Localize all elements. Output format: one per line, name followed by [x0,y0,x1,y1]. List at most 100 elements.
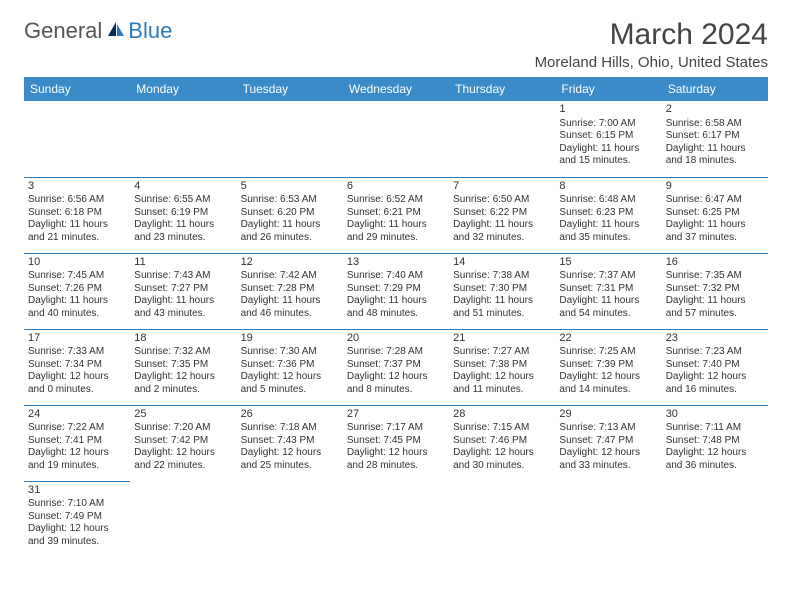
sunrise-line: Sunrise: 7:35 AM [666,270,764,283]
sunset-line: Sunset: 6:18 PM [28,207,126,220]
sunrise-line: Sunrise: 7:38 AM [453,270,551,283]
day-number: 26 [241,408,339,422]
sunrise-line: Sunrise: 7:45 AM [28,270,126,283]
daylight-line: Daylight: 12 hours and 30 minutes. [453,447,551,472]
sunrise-line: Sunrise: 6:56 AM [28,194,126,207]
daylight-line: Daylight: 11 hours and 21 minutes. [28,219,126,244]
weekday-header: Sunday [24,77,130,101]
day-number: 19 [241,332,339,346]
sunset-line: Sunset: 6:22 PM [453,207,551,220]
weekday-header: Friday [555,77,661,101]
calendar-body: 1Sunrise: 7:00 AMSunset: 6:15 PMDaylight… [24,101,768,557]
sunrise-line: Sunrise: 7:32 AM [134,346,232,359]
calendar-cell: 24Sunrise: 7:22 AMSunset: 7:41 PMDayligh… [24,405,130,481]
logo-text-1: General [24,18,102,44]
sunrise-line: Sunrise: 7:10 AM [28,498,126,511]
calendar-cell: 9Sunrise: 6:47 AMSunset: 6:25 PMDaylight… [662,177,768,253]
day-number: 10 [28,256,126,270]
page-title: March 2024 [535,18,768,52]
sunset-line: Sunset: 6:15 PM [559,130,657,143]
weekday-header: Monday [130,77,236,101]
daylight-line: Daylight: 12 hours and 25 minutes. [241,447,339,472]
sunrise-line: Sunrise: 7:30 AM [241,346,339,359]
sunrise-line: Sunrise: 6:53 AM [241,194,339,207]
day-number: 16 [666,256,764,270]
calendar-cell: 21Sunrise: 7:27 AMSunset: 7:38 PMDayligh… [449,329,555,405]
calendar-cell: 8Sunrise: 6:48 AMSunset: 6:23 PMDaylight… [555,177,661,253]
sunrise-line: Sunrise: 7:15 AM [453,422,551,435]
day-number: 7 [453,180,551,194]
daylight-line: Daylight: 12 hours and 2 minutes. [134,371,232,396]
calendar-cell: 14Sunrise: 7:38 AMSunset: 7:30 PMDayligh… [449,253,555,329]
calendar-cell [237,481,343,557]
day-number: 25 [134,408,232,422]
daylight-line: Daylight: 11 hours and 43 minutes. [134,295,232,320]
calendar-cell: 5Sunrise: 6:53 AMSunset: 6:20 PMDaylight… [237,177,343,253]
calendar-cell [24,101,130,177]
daylight-line: Daylight: 12 hours and 16 minutes. [666,371,764,396]
calendar-cell: 26Sunrise: 7:18 AMSunset: 7:43 PMDayligh… [237,405,343,481]
daylight-line: Daylight: 11 hours and 51 minutes. [453,295,551,320]
day-number: 23 [666,332,764,346]
daylight-line: Daylight: 12 hours and 5 minutes. [241,371,339,396]
calendar-cell: 17Sunrise: 7:33 AMSunset: 7:34 PMDayligh… [24,329,130,405]
calendar-cell [449,481,555,557]
calendar-cell: 1Sunrise: 7:00 AMSunset: 6:15 PMDaylight… [555,101,661,177]
daylight-line: Daylight: 11 hours and 48 minutes. [347,295,445,320]
daylight-line: Daylight: 11 hours and 29 minutes. [347,219,445,244]
sunset-line: Sunset: 7:37 PM [347,359,445,372]
day-number: 29 [559,408,657,422]
daylight-line: Daylight: 12 hours and 22 minutes. [134,447,232,472]
day-number: 4 [134,180,232,194]
day-number: 12 [241,256,339,270]
sunrise-line: Sunrise: 7:11 AM [666,422,764,435]
day-number: 22 [559,332,657,346]
calendar-cell: 15Sunrise: 7:37 AMSunset: 7:31 PMDayligh… [555,253,661,329]
daylight-line: Daylight: 12 hours and 19 minutes. [28,447,126,472]
sunrise-line: Sunrise: 7:33 AM [28,346,126,359]
day-number: 3 [28,180,126,194]
calendar-cell [343,481,449,557]
weekday-header: Thursday [449,77,555,101]
weekday-header: Tuesday [237,77,343,101]
day-number: 13 [347,256,445,270]
calendar-cell: 31Sunrise: 7:10 AMSunset: 7:49 PMDayligh… [24,481,130,557]
sunset-line: Sunset: 7:43 PM [241,435,339,448]
day-number: 15 [559,256,657,270]
sunset-line: Sunset: 7:34 PM [28,359,126,372]
calendar-cell [555,481,661,557]
daylight-line: Daylight: 11 hours and 40 minutes. [28,295,126,320]
day-number: 6 [347,180,445,194]
sunset-line: Sunset: 7:36 PM [241,359,339,372]
daylight-line: Daylight: 11 hours and 37 minutes. [666,219,764,244]
calendar-cell: 22Sunrise: 7:25 AMSunset: 7:39 PMDayligh… [555,329,661,405]
calendar-cell [449,101,555,177]
day-number: 18 [134,332,232,346]
logo: General Blue [24,18,172,44]
calendar-cell [130,101,236,177]
weekday-header: Saturday [662,77,768,101]
daylight-line: Daylight: 12 hours and 8 minutes. [347,371,445,396]
calendar-cell: 11Sunrise: 7:43 AMSunset: 7:27 PMDayligh… [130,253,236,329]
daylight-line: Daylight: 11 hours and 26 minutes. [241,219,339,244]
sunrise-line: Sunrise: 7:40 AM [347,270,445,283]
sunrise-line: Sunrise: 7:42 AM [241,270,339,283]
sunrise-line: Sunrise: 7:23 AM [666,346,764,359]
daylight-line: Daylight: 12 hours and 14 minutes. [559,371,657,396]
sunset-line: Sunset: 7:32 PM [666,283,764,296]
daylight-line: Daylight: 11 hours and 18 minutes. [666,143,764,168]
sunset-line: Sunset: 7:46 PM [453,435,551,448]
sail-icon [106,18,126,44]
calendar-cell: 3Sunrise: 6:56 AMSunset: 6:18 PMDaylight… [24,177,130,253]
sunrise-line: Sunrise: 7:18 AM [241,422,339,435]
day-number: 14 [453,256,551,270]
day-number: 5 [241,180,339,194]
day-number: 28 [453,408,551,422]
sunrise-line: Sunrise: 6:48 AM [559,194,657,207]
sunrise-line: Sunrise: 7:43 AM [134,270,232,283]
daylight-line: Daylight: 12 hours and 28 minutes. [347,447,445,472]
sunrise-line: Sunrise: 7:25 AM [559,346,657,359]
sunset-line: Sunset: 7:38 PM [453,359,551,372]
sunset-line: Sunset: 7:30 PM [453,283,551,296]
location: Moreland Hills, Ohio, United States [535,54,768,71]
